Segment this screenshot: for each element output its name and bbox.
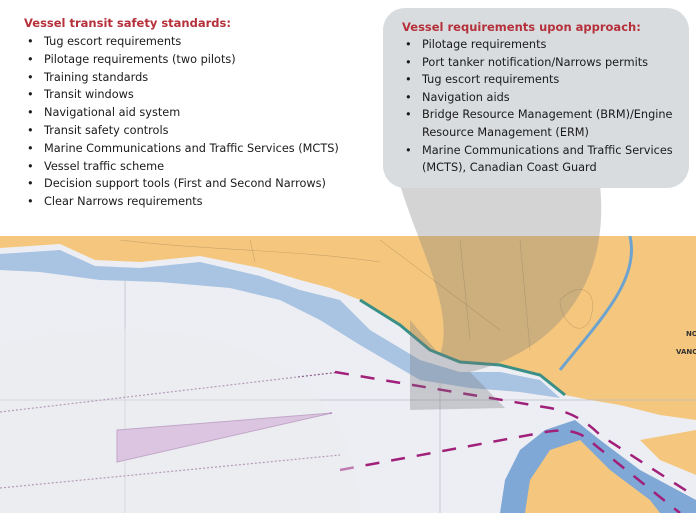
list-item: Pilotage requirements — [402, 36, 687, 54]
boundary-line — [0, 454, 341, 489]
river — [558, 236, 633, 371]
contour-lines — [119, 239, 593, 351]
list-item: Transit windows — [24, 86, 339, 104]
vessel-requirements-upon-approach: Vessel requirements upon approach: Pilot… — [402, 20, 687, 177]
list-item: Marine Communications and Traffic Servic… — [24, 140, 339, 158]
list-item: Transit safety controls — [24, 122, 339, 140]
coastline — [359, 298, 566, 397]
anchorage-area — [116, 412, 333, 463]
list-item: Clear Narrows requirements — [24, 193, 339, 211]
shallow-water — [0, 250, 560, 398]
list-item: Decision support tools (First and Second… — [24, 175, 339, 193]
list-item: Tug escort requirements — [402, 71, 687, 89]
callout-heading: Vessel requirements upon approach: — [402, 20, 641, 34]
callout-list: Pilotage requirements Port tanker notifi… — [402, 36, 687, 177]
east-land — [640, 430, 696, 475]
outbound-route — [339, 429, 681, 513]
north-shore-land — [0, 236, 696, 420]
list-item: Tug escort requirements — [24, 33, 339, 51]
left-list: Tug escort requirements Pilotage require… — [24, 33, 339, 211]
list-item: Training standards — [24, 69, 339, 87]
list-item: Navigational aid system — [24, 104, 339, 122]
map-label: VANC — [676, 348, 696, 356]
vessel-transit-safety-standards: Vessel transit safety standards: Tug esc… — [24, 16, 339, 211]
list-item: Vessel traffic scheme — [24, 158, 339, 176]
south-shore-land — [525, 440, 660, 513]
list-item: Port tanker notification/Narrows permits — [402, 54, 687, 72]
chart-grid — [0, 280, 696, 513]
left-heading: Vessel transit safety standards: — [24, 16, 231, 30]
map-label: NO — [686, 330, 696, 338]
list-item: Marine Communications and Traffic Servic… — [402, 142, 687, 177]
nautical-chart-map: NO VANC — [0, 236, 696, 513]
boundary-line — [0, 371, 341, 413]
inbound-route — [334, 370, 696, 499]
list-item: Pilotage requirements (two pilots) — [24, 51, 339, 69]
list-item: Bridge Resource Management (BRM)/Engine … — [402, 106, 687, 141]
list-item: Navigation aids — [402, 89, 687, 107]
